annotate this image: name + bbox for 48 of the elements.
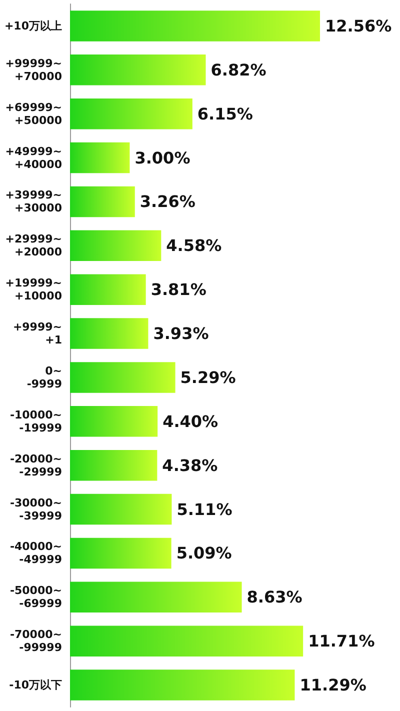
y-tick-label: -40000~ -49999 <box>10 540 62 566</box>
y-tick-label: -50000~ -69999 <box>10 584 62 610</box>
data-label: 11.71% <box>308 632 375 651</box>
data-label: 5.09% <box>176 544 232 563</box>
bar <box>70 10 320 42</box>
data-label: 3.93% <box>153 324 209 344</box>
bar <box>70 274 146 305</box>
data-label: 4.58% <box>166 236 222 256</box>
data-label: 12.56% <box>325 16 392 36</box>
y-tick-label: +69999~ +50000 <box>5 100 62 127</box>
bar <box>70 362 176 393</box>
y-tick-label: +9999~ +1 <box>12 320 62 347</box>
data-label: 6.15% <box>197 104 253 124</box>
y-tick-label: +99999~ +70000 <box>5 56 62 83</box>
bar <box>70 54 206 86</box>
y-tick-label: +29999~ +20000 <box>5 232 62 259</box>
data-label: 8.63% <box>246 588 302 607</box>
data-label: 5.11% <box>176 500 232 519</box>
y-tick-label: 0~ -9999 <box>26 364 62 390</box>
data-label: 4.38% <box>162 456 218 475</box>
bar <box>70 450 158 481</box>
y-tick-label: +10万以上 <box>4 19 62 32</box>
bar <box>70 318 148 349</box>
data-label: 4.40% <box>162 412 218 431</box>
bar <box>70 582 242 613</box>
y-tick-label: +39999~ +30000 <box>5 188 62 215</box>
y-tick-label: -30000~ -39999 <box>10 496 62 522</box>
y-tick-label: -10000~ -19999 <box>10 408 62 434</box>
bar <box>70 406 158 437</box>
y-tick-label: -70000~ -99999 <box>10 628 62 654</box>
data-label: 3.26% <box>140 192 196 212</box>
data-label: 3.81% <box>150 280 206 300</box>
data-label: 3.00% <box>134 148 190 168</box>
bar <box>70 98 192 130</box>
y-tick-label: +49999~ +40000 <box>5 144 62 171</box>
data-label: 5.29% <box>180 368 236 387</box>
data-label: 6.82% <box>210 60 266 80</box>
bar <box>70 186 135 218</box>
bar <box>70 626 304 656</box>
bar <box>70 230 162 262</box>
bar <box>70 670 295 700</box>
y-tick-label: -20000~ -29999 <box>10 452 62 478</box>
y-tick-label: -10万以下 <box>9 678 62 692</box>
bar <box>70 494 172 525</box>
data-label: 11.29% <box>300 676 366 695</box>
bar <box>70 142 130 174</box>
bar <box>70 538 172 569</box>
y-tick-label: +19999~ +10000 <box>5 276 62 303</box>
